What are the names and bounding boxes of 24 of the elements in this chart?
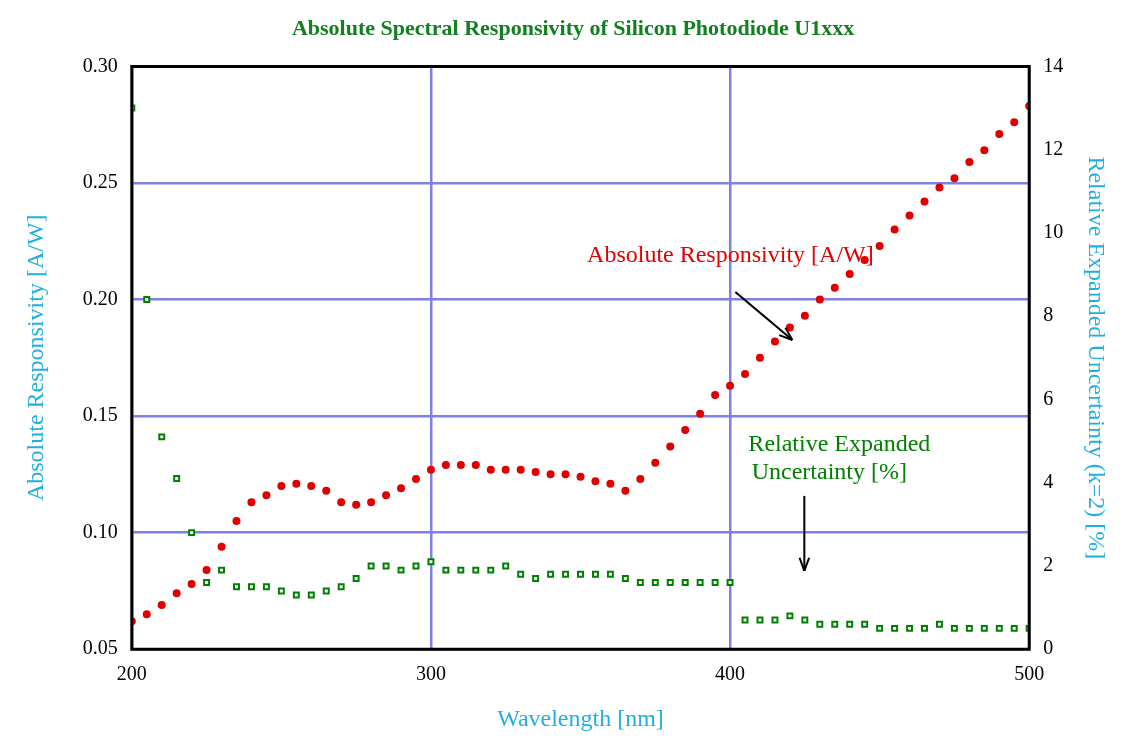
- y2-tick-label: 12: [1043, 136, 1064, 159]
- y-tick-label: 0.30: [82, 53, 118, 76]
- y-tick-label: 0.15: [82, 403, 118, 426]
- y-tick-label: 0.25: [82, 170, 118, 193]
- x-axis-title: Wavelength [nm]: [497, 704, 664, 731]
- y-tick-label: 0.05: [82, 636, 118, 659]
- y2-tick-label: 6: [1043, 386, 1054, 409]
- y2-tick-label: 2: [1043, 553, 1054, 576]
- y-tick-label: 0.20: [82, 286, 118, 309]
- y2-tick-label: 8: [1043, 303, 1054, 326]
- y-axis-title: Absolute Responsivity [A/W]: [21, 214, 48, 502]
- y2-tick-label: 0: [1043, 636, 1054, 659]
- chart-title: Absolute Spectral Responsivity of Silicon Photodiode U1xxx: [291, 14, 855, 40]
- y2-tick-label: 10: [1043, 220, 1064, 243]
- y-tick-label: 0.10: [82, 519, 118, 542]
- y2-tick-label: 4: [1043, 469, 1054, 492]
- x-tick-label: 300: [415, 662, 446, 685]
- y2-axis-title: Relative Expanded Uncertainty (k=2) [%]: [1084, 156, 1111, 560]
- x-tick-label: 500: [1014, 662, 1045, 685]
- annotation: Absolute Responsivity [A/W]: [587, 240, 874, 267]
- x-tick-label: 400: [715, 662, 746, 685]
- x-tick-label: 200: [116, 662, 147, 685]
- annotation: Relative Expanded Uncertainty [%]: [748, 429, 931, 484]
- y2-tick-label: 14: [1043, 53, 1064, 76]
